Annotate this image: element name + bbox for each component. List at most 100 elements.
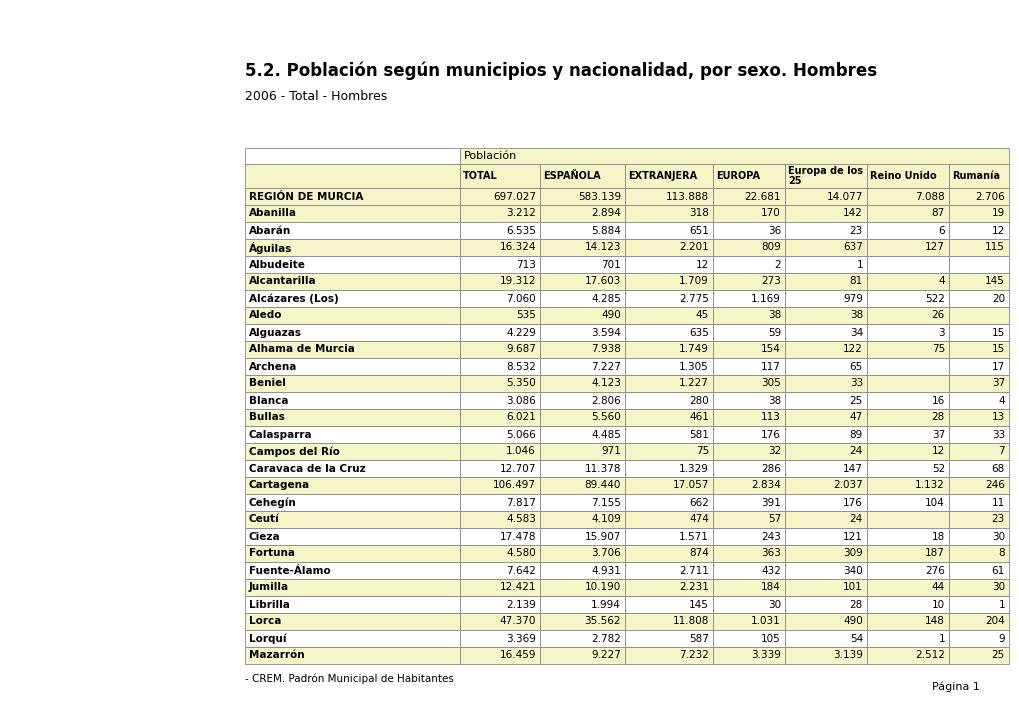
Bar bbox=[539, 579, 625, 596]
Bar bbox=[948, 647, 1008, 664]
Bar bbox=[866, 307, 948, 324]
Text: 24: 24 bbox=[849, 446, 862, 456]
Text: Lorquí: Lorquí bbox=[249, 634, 286, 644]
Bar bbox=[866, 647, 948, 664]
Bar bbox=[785, 239, 866, 256]
Bar bbox=[948, 375, 1008, 392]
Bar bbox=[785, 256, 866, 273]
Bar bbox=[460, 148, 1008, 164]
Text: 9: 9 bbox=[998, 634, 1004, 644]
Bar bbox=[460, 443, 539, 460]
Bar bbox=[866, 205, 948, 222]
Text: 581: 581 bbox=[689, 430, 708, 439]
Text: 587: 587 bbox=[689, 634, 708, 644]
Bar bbox=[866, 443, 948, 460]
Text: 117: 117 bbox=[760, 361, 781, 372]
Text: 54: 54 bbox=[849, 634, 862, 644]
Bar bbox=[785, 579, 866, 596]
Text: Población: Población bbox=[464, 151, 517, 161]
Text: 697.027: 697.027 bbox=[492, 192, 535, 202]
Bar bbox=[539, 545, 625, 562]
Text: 52: 52 bbox=[930, 464, 944, 474]
Bar bbox=[785, 273, 866, 290]
Text: 3.212: 3.212 bbox=[505, 209, 535, 218]
Text: Campos del Río: Campos del Río bbox=[249, 446, 339, 456]
Bar bbox=[712, 164, 785, 188]
Text: 3: 3 bbox=[937, 328, 944, 338]
Text: 10.190: 10.190 bbox=[584, 582, 621, 593]
Text: 9.227: 9.227 bbox=[591, 650, 621, 660]
Bar bbox=[866, 545, 948, 562]
Bar bbox=[948, 596, 1008, 613]
Text: Fortuna: Fortuna bbox=[249, 549, 294, 559]
Text: Cartagena: Cartagena bbox=[249, 480, 310, 490]
Bar bbox=[245, 613, 460, 630]
Text: 24: 24 bbox=[849, 515, 862, 524]
Text: Archena: Archena bbox=[249, 361, 298, 372]
Text: Librilla: Librilla bbox=[249, 600, 289, 610]
Bar bbox=[785, 426, 866, 443]
Bar bbox=[245, 511, 460, 528]
Bar bbox=[866, 630, 948, 647]
Bar bbox=[712, 647, 785, 664]
Text: 309: 309 bbox=[843, 549, 862, 559]
Bar bbox=[245, 164, 460, 188]
Text: 115: 115 bbox=[984, 243, 1004, 253]
Text: 104: 104 bbox=[924, 498, 944, 508]
Text: 2.782: 2.782 bbox=[591, 634, 621, 644]
Bar bbox=[625, 290, 712, 307]
Text: 4.485: 4.485 bbox=[591, 430, 621, 439]
Text: 17.478: 17.478 bbox=[499, 531, 535, 541]
Text: 101: 101 bbox=[843, 582, 862, 593]
Text: 34: 34 bbox=[849, 328, 862, 338]
Bar bbox=[460, 256, 539, 273]
Text: 7.227: 7.227 bbox=[591, 361, 621, 372]
Bar bbox=[948, 239, 1008, 256]
Bar bbox=[539, 460, 625, 477]
Bar bbox=[625, 426, 712, 443]
Text: 57: 57 bbox=[767, 515, 781, 524]
Bar bbox=[245, 494, 460, 511]
Bar bbox=[460, 562, 539, 579]
Bar bbox=[245, 647, 460, 664]
Text: 12.707: 12.707 bbox=[499, 464, 535, 474]
Bar bbox=[712, 324, 785, 341]
Text: 45: 45 bbox=[695, 310, 708, 320]
Bar bbox=[460, 494, 539, 511]
Bar bbox=[245, 477, 460, 494]
Text: 6.021: 6.021 bbox=[505, 413, 535, 423]
Bar bbox=[539, 358, 625, 375]
Text: 7.155: 7.155 bbox=[591, 498, 621, 508]
Text: 28: 28 bbox=[930, 413, 944, 423]
Bar bbox=[866, 477, 948, 494]
Bar bbox=[712, 239, 785, 256]
Text: 7.060: 7.060 bbox=[505, 294, 535, 304]
Text: 662: 662 bbox=[689, 498, 708, 508]
Bar bbox=[539, 511, 625, 528]
Bar bbox=[712, 511, 785, 528]
Bar bbox=[539, 324, 625, 341]
Text: 20: 20 bbox=[990, 294, 1004, 304]
Bar bbox=[866, 324, 948, 341]
Bar bbox=[712, 596, 785, 613]
Bar bbox=[460, 307, 539, 324]
Bar bbox=[460, 579, 539, 596]
Text: 809: 809 bbox=[760, 243, 781, 253]
Bar bbox=[866, 460, 948, 477]
Bar bbox=[785, 307, 866, 324]
Text: 2.231: 2.231 bbox=[679, 582, 708, 593]
Text: 106.497: 106.497 bbox=[492, 480, 535, 490]
Text: 4.931: 4.931 bbox=[591, 565, 621, 575]
Bar bbox=[539, 239, 625, 256]
Text: 2.834: 2.834 bbox=[750, 480, 781, 490]
Text: 47: 47 bbox=[849, 413, 862, 423]
Bar bbox=[539, 443, 625, 460]
Text: 1.227: 1.227 bbox=[679, 379, 708, 389]
Text: Águilas: Águilas bbox=[249, 241, 292, 253]
Text: 36: 36 bbox=[767, 225, 781, 235]
Bar bbox=[625, 205, 712, 222]
Bar bbox=[948, 256, 1008, 273]
Bar bbox=[460, 545, 539, 562]
Bar bbox=[245, 528, 460, 545]
Bar bbox=[245, 545, 460, 562]
